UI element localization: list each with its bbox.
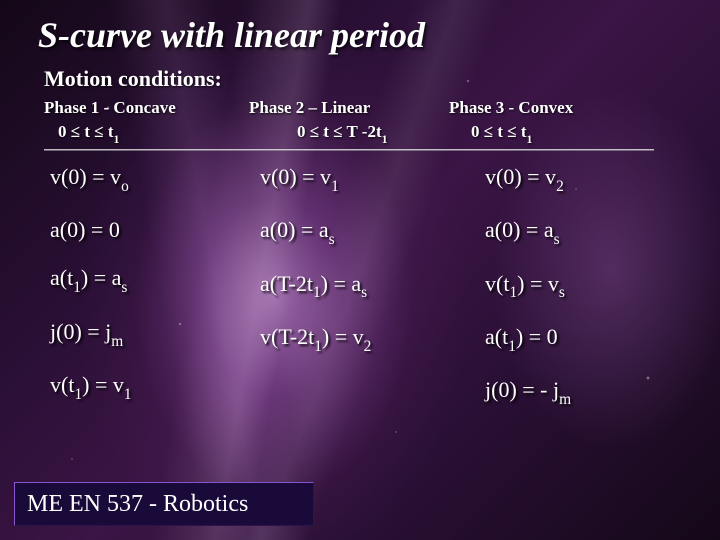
sub: s [559,284,565,301]
phase-1-title: Phase 1 - Concave [44,98,249,118]
sub: 1 [124,386,132,403]
eq-c1-r4: j(0) = jm [50,320,260,349]
equations-col-2: v(0) = v1 a(0) = as a(T-2t1) = as v(T-2t… [260,165,485,432]
sub: 2 [556,178,564,195]
txt: ) = 0 [516,324,558,349]
txt: a(0) = a [260,217,329,242]
sub: m [111,333,123,350]
txt: v(t [485,271,509,296]
sub: 1 [314,338,322,355]
sub: 1 [73,279,81,296]
footer-badge: ME EN 537 - Robotics [14,482,314,526]
sub: s [329,231,335,248]
txt: v(0) = v [50,164,121,189]
eq-c1-r3: a(t1) = as [50,266,260,295]
phase-2-range-sub: 1 [382,132,388,146]
txt: j(0) = - j [485,377,559,402]
eq-c1-r1: v(0) = vo [50,165,260,194]
equations-grid: v(0) = vo a(0) = 0 a(t1) = as j(0) = jm … [50,165,682,432]
sub: 1 [74,386,82,403]
sub: 1 [313,284,321,301]
phase-header-row: Phase 1 - Concave 0 ≤ t ≤ t1 Phase 2 – L… [44,98,682,145]
txt: v(0) = v [260,164,331,189]
phase-2-range-text: 0 ≤ t ≤ T -2t [297,122,382,141]
phase-2-title: Phase 2 – Linear [249,98,449,118]
eq-c3-r4: a(t1) = 0 [485,325,665,354]
eq-c1-r5: v(t1) = v1 [50,373,260,402]
phase-2-range: 0 ≤ t ≤ T -2t1 [249,122,449,145]
phase-3-range-sub: 1 [526,132,532,146]
txt: a(0) = a [485,217,554,242]
txt: a(0) = 0 [50,217,120,242]
eq-c3-r1: v(0) = v2 [485,165,665,194]
eq-c2-r2: a(0) = as [260,218,485,247]
slide-content: S-curve with linear period Motion condit… [0,0,720,432]
sub: 2 [364,338,372,355]
txt: j(0) = j [50,319,111,344]
slide-subtitle: Motion conditions: [44,66,682,92]
phase-3-title: Phase 3 - Convex [449,98,659,118]
phase-1-range-sub: 1 [113,132,119,146]
txt: ) = a [321,271,362,296]
sub: 1 [509,284,517,301]
txt: ) = v [322,324,364,349]
txt: ) = v [517,271,559,296]
section-divider [44,149,654,151]
phase-3-range: 0 ≤ t ≤ t1 [449,122,659,145]
phase-1-range-text: 0 ≤ t ≤ t [58,122,113,141]
sub: s [554,231,560,248]
eq-c3-r3: v(t1) = vs [485,272,665,301]
sub: 1 [331,178,339,195]
sub: s [121,279,127,296]
txt: a(t [50,265,73,290]
equations-col-1: v(0) = vo a(0) = 0 a(t1) = as j(0) = jm … [50,165,260,432]
txt: a(t [485,324,508,349]
eq-c2-r4: v(T-2t1) = v2 [260,325,485,354]
phase-1-range: 0 ≤ t ≤ t1 [44,122,249,145]
txt: a(T-2t [260,271,313,296]
sub: m [559,391,571,408]
sub: 1 [508,338,516,355]
eq-c3-r5: j(0) = - jm [485,378,665,407]
footer-text: ME EN 537 - Robotics [27,491,248,518]
sub: s [361,284,367,301]
txt: v(0) = v [485,164,556,189]
eq-c3-r2: a(0) = as [485,218,665,247]
txt: ) = a [81,265,122,290]
eq-c1-r2: a(0) = 0 [50,218,260,242]
eq-c2-r1: v(0) = v1 [260,165,485,194]
txt: v(t [50,372,74,397]
equations-col-3: v(0) = v2 a(0) = as v(t1) = vs a(t1) = 0… [485,165,665,432]
eq-c2-r3: a(T-2t1) = as [260,272,485,301]
phase-3-header: Phase 3 - Convex 0 ≤ t ≤ t1 [449,98,659,145]
txt: v(T-2t [260,324,314,349]
phase-2-header: Phase 2 – Linear 0 ≤ t ≤ T -2t1 [249,98,449,145]
sub: o [121,178,129,195]
txt: ) = v [82,372,124,397]
phase-3-range-text: 0 ≤ t ≤ t [471,122,526,141]
slide-title: S-curve with linear period [38,14,682,56]
phase-1-header: Phase 1 - Concave 0 ≤ t ≤ t1 [44,98,249,145]
